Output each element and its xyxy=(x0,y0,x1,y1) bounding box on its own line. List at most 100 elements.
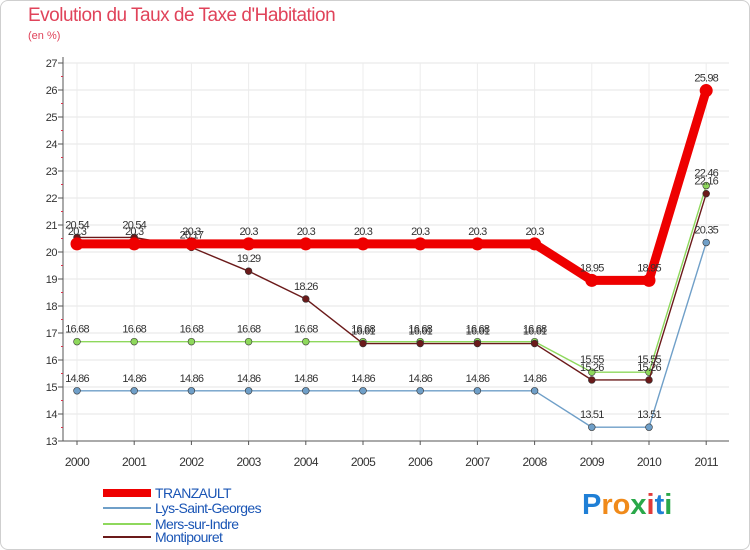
y-tick-label: 18 xyxy=(46,301,58,313)
data-label-lys-saint-georges: 14.86 xyxy=(122,373,146,385)
data-label-montipouret: 20.17 xyxy=(180,229,204,241)
y-tick-label: 17 xyxy=(46,328,58,340)
data-point-mers-sur-indre xyxy=(302,337,310,346)
data-label-lys-saint-georges: 14.86 xyxy=(351,373,375,385)
data-point-mers-sur-indre xyxy=(588,368,596,376)
data-label-lys-saint-georges: 14.86 xyxy=(408,373,432,385)
data-label-montipouret: 19.29 xyxy=(237,253,261,265)
data-label-tranzault: 20.3 xyxy=(354,226,373,238)
data-label-montipouret: 15.26 xyxy=(580,362,604,374)
data-label-montipouret: 18.26 xyxy=(294,281,318,293)
data-label-montipouret: 22.16 xyxy=(694,176,718,188)
data-point-tranzault xyxy=(413,237,427,251)
data-point-mers-sur-indre xyxy=(187,337,196,346)
x-tick-label: 2005 xyxy=(351,455,376,469)
data-label-mers-sur-indre: 16.68 xyxy=(122,324,146,336)
x-tick-label: 2006 xyxy=(408,455,433,469)
logo-letter: i xyxy=(646,489,655,521)
chart-title: Evolution du Taux de Taxe d'Habitation xyxy=(28,5,336,26)
data-point-lys-saint-georges xyxy=(416,387,424,395)
data-point-tranzault xyxy=(356,237,370,251)
data-label-lys-saint-georges: 20.35 xyxy=(694,225,718,237)
data-point-tranzault xyxy=(699,84,713,98)
data-label-mers-sur-indre: 16.68 xyxy=(466,324,490,336)
legend-label-tranzault: TRANZAULT xyxy=(155,485,232,501)
data-label-mers-sur-indre: 16.68 xyxy=(294,324,318,336)
data-label-lys-saint-georges: 14.86 xyxy=(294,373,318,385)
legend-label-lys-saint-georges: Lys-Saint-Georges xyxy=(155,500,262,516)
x-tick-label: 2002 xyxy=(179,455,204,469)
data-point-montipouret xyxy=(359,339,367,348)
legend-swatch-lys-saint-georges xyxy=(103,507,151,509)
data-label-tranzault: 20.3 xyxy=(468,226,487,238)
x-tick-label: 2010 xyxy=(637,455,662,469)
data-point-mers-sur-indre xyxy=(130,337,138,346)
data-label-lys-saint-georges: 13.51 xyxy=(637,409,661,421)
chart-subtitle: (en %) xyxy=(28,30,61,42)
y-tick-label: 20 xyxy=(46,247,58,259)
data-point-tranzault xyxy=(299,237,313,251)
logo-letter: t xyxy=(654,489,665,521)
y-tick-label: 24 xyxy=(46,139,58,151)
data-label-mers-sur-indre: 22.46 xyxy=(694,168,718,180)
data-label-tranzault: 20.3 xyxy=(125,226,144,238)
data-point-montipouret xyxy=(530,339,539,348)
data-label-tranzault: 20.3 xyxy=(525,226,544,238)
data-point-lys-saint-georges xyxy=(702,238,710,247)
data-point-tranzault xyxy=(184,237,198,251)
data-label-mers-sur-indre: 15.55 xyxy=(637,354,661,366)
legend-item-mers-sur-indre: Mers-sur-Indre xyxy=(103,516,239,532)
y-tick-label: 19 xyxy=(46,274,58,286)
legend-swatch-mers-sur-indre xyxy=(103,523,151,525)
data-label-montipouret: 15.26 xyxy=(637,362,661,374)
data-point-montipouret xyxy=(645,376,653,384)
data-point-montipouret xyxy=(702,189,710,198)
logo-letter: P xyxy=(582,489,602,521)
data-label-montipouret: 16.61 xyxy=(523,326,547,338)
data-point-montipouret xyxy=(244,267,253,275)
data-point-mers-sur-indre xyxy=(73,337,81,346)
data-point-lys-saint-georges xyxy=(530,387,539,395)
data-point-tranzault xyxy=(70,237,84,251)
data-point-lys-saint-georges xyxy=(302,387,310,395)
x-tick-label: 2000 xyxy=(65,455,90,469)
data-label-tranzault: 18.95 xyxy=(637,262,661,274)
data-label-lys-saint-georges: 14.86 xyxy=(180,373,204,385)
data-point-mers-sur-indre xyxy=(244,337,253,346)
data-point-tranzault xyxy=(642,273,656,287)
x-tick-label: 2004 xyxy=(294,455,319,469)
data-point-lys-saint-georges xyxy=(130,387,138,395)
data-label-mers-sur-indre: 16.68 xyxy=(351,324,375,336)
data-point-montipouret xyxy=(302,295,310,303)
data-point-mers-sur-indre xyxy=(702,181,710,190)
legend-swatch-tranzault xyxy=(103,489,151,497)
data-point-tranzault xyxy=(470,237,484,251)
data-point-montipouret xyxy=(416,339,424,348)
y-tick-label: 21 xyxy=(46,220,58,232)
data-label-mers-sur-indre: 16.68 xyxy=(408,324,432,336)
data-label-montipouret: 20.54 xyxy=(65,219,89,231)
x-tick-label: 2011 xyxy=(694,455,718,469)
y-tick-label: 25 xyxy=(46,112,58,124)
data-point-lys-saint-georges xyxy=(244,387,253,395)
data-label-mers-sur-indre: 15.55 xyxy=(580,354,604,366)
data-label-mers-sur-indre: 16.68 xyxy=(65,324,89,336)
y-tick-label: 15 xyxy=(46,382,58,394)
data-label-mers-sur-indre: 16.68 xyxy=(523,324,547,336)
data-label-mers-sur-indre: 16.68 xyxy=(237,324,261,336)
series-line-mers-sur-indre xyxy=(76,184,707,373)
data-label-tranzault: 20.3 xyxy=(239,226,258,238)
logo-letter: o xyxy=(612,489,631,521)
data-label-tranzault: 20.3 xyxy=(411,226,430,238)
data-point-tranzault xyxy=(528,237,542,251)
x-tick-label: 2007 xyxy=(465,455,490,469)
data-label-tranzault: 20.3 xyxy=(68,226,87,238)
y-tick-label: 23 xyxy=(46,166,58,178)
x-tick-label: 2009 xyxy=(580,455,605,469)
x-tick-label: 2003 xyxy=(236,455,261,469)
data-point-lys-saint-georges xyxy=(473,387,482,395)
data-point-tranzault xyxy=(127,237,141,251)
legend-swatch-montipouret xyxy=(103,536,151,538)
